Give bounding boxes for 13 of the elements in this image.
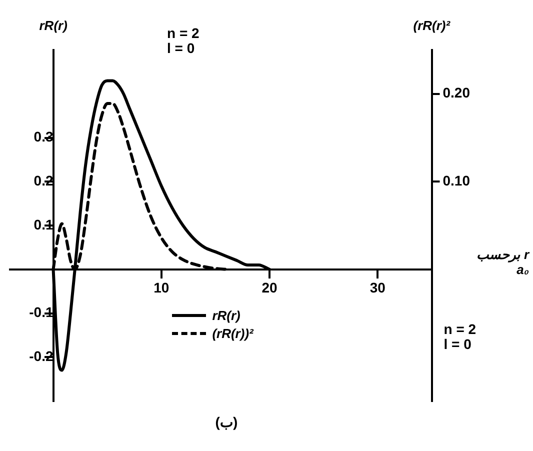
legend-label: rR(r): [212, 308, 240, 324]
x-tick-label: 10: [154, 280, 170, 296]
x-tick-label: 20: [262, 280, 278, 296]
y-axis-title: rR(r): [39, 18, 68, 33]
y2-tick-label: 0.10: [442, 172, 470, 188]
y2-axis-title: (rR(r)²: [413, 18, 450, 33]
annotation: n = 2 l = 0: [167, 25, 200, 56]
x-tick-label: 30: [370, 280, 386, 296]
text: n = 2 l = 0: [444, 321, 476, 352]
text: (ب): [215, 414, 238, 430]
x-axis-title: r برحسب a₀: [475, 247, 529, 278]
legend-label: (rR(r))²: [212, 326, 254, 342]
y2-tick-label: 0.20: [442, 84, 470, 101]
